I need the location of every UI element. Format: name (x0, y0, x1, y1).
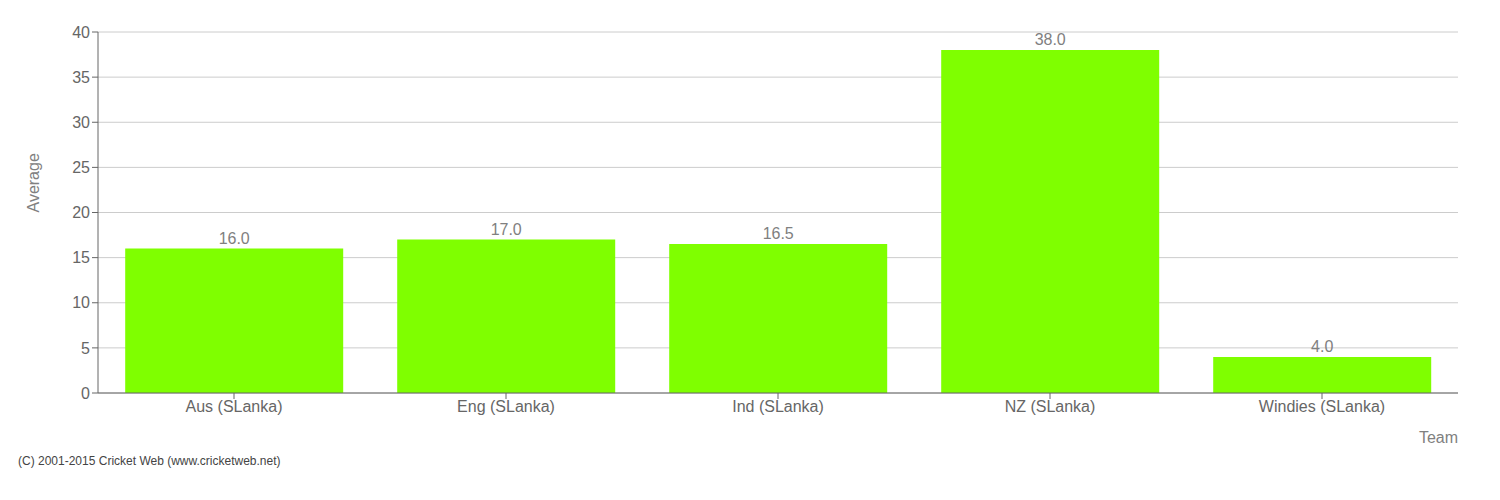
svg-text:25: 25 (72, 159, 90, 176)
svg-text:15: 15 (72, 249, 90, 266)
svg-text:5: 5 (81, 340, 90, 357)
svg-text:Team: Team (1419, 429, 1458, 446)
svg-text:4.0: 4.0 (1311, 338, 1333, 355)
svg-text:16.0: 16.0 (219, 230, 250, 247)
svg-text:38.0: 38.0 (1035, 31, 1066, 48)
svg-text:Ind (SLanka): Ind (SLanka) (732, 398, 824, 415)
svg-text:10: 10 (72, 294, 90, 311)
svg-text:Eng (SLanka): Eng (SLanka) (457, 398, 555, 415)
svg-text:35: 35 (72, 69, 90, 86)
svg-text:30: 30 (72, 114, 90, 131)
svg-text:Aus (SLanka): Aus (SLanka) (186, 398, 283, 415)
svg-text:40: 40 (72, 24, 90, 41)
svg-text:Windies (SLanka): Windies (SLanka) (1259, 398, 1385, 415)
svg-text:20: 20 (72, 204, 90, 221)
svg-text:17.0: 17.0 (491, 221, 522, 238)
html-text:(C) 2001-2015 Cricket Web (www: (C) 2001-2015 Cricket Web (www.cricketwe… (18, 454, 281, 468)
svg-text:0: 0 (81, 385, 90, 402)
svg-text:Average: Average (25, 153, 42, 212)
svg-text:NZ (SLanka): NZ (SLanka) (1005, 398, 1096, 415)
svg-text:16.5: 16.5 (763, 225, 794, 242)
